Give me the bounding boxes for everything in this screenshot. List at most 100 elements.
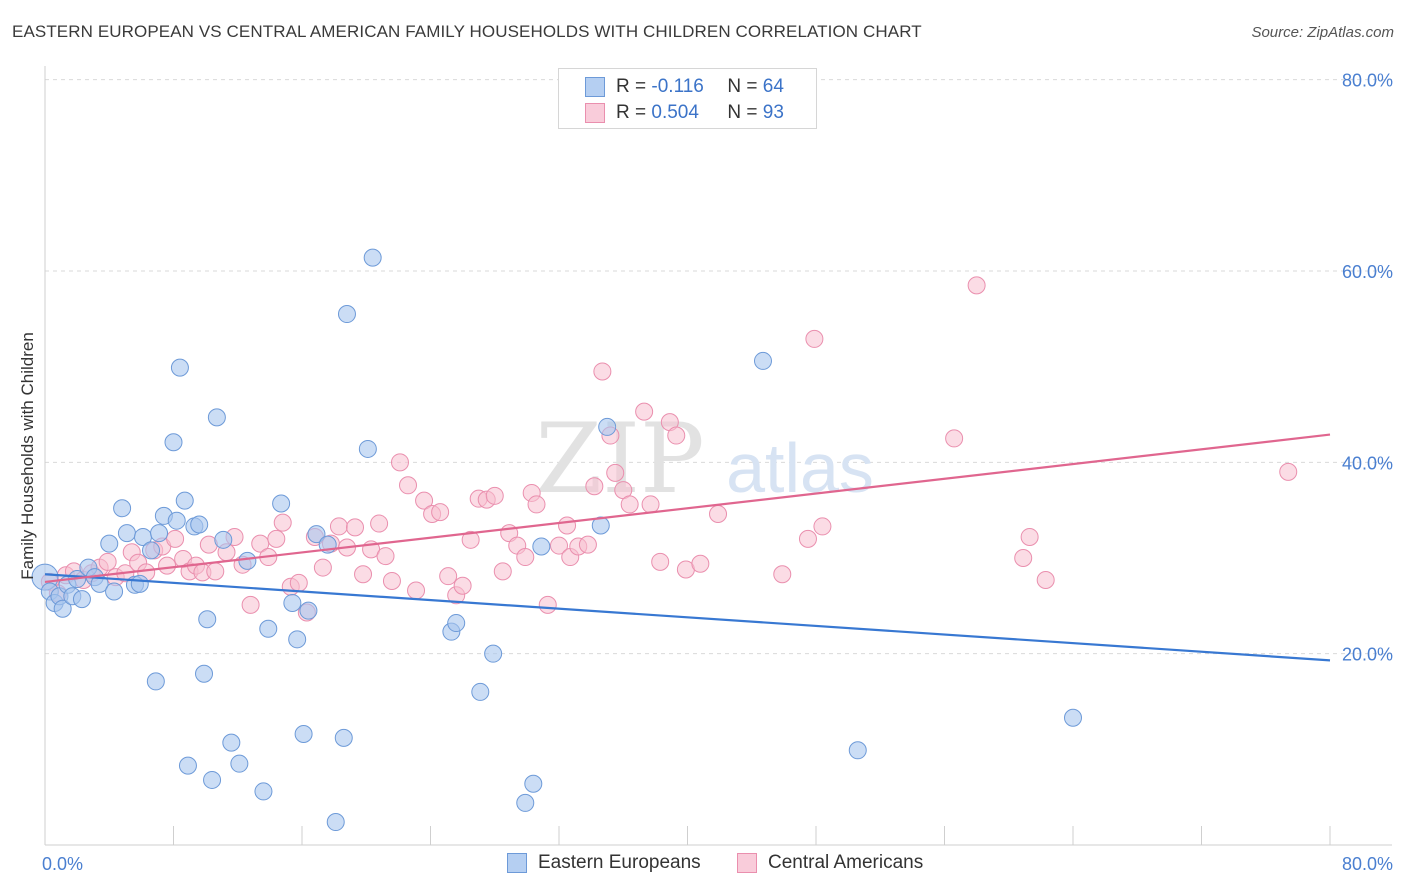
data-point-eastern-european	[150, 524, 169, 543]
data-point-central-american	[98, 552, 117, 571]
legend-eastern-europeans: Eastern Europeans	[507, 852, 701, 874]
legend-central-americans: Central Americans	[737, 852, 923, 874]
data-point-eastern-european	[230, 754, 249, 773]
data-point-central-american	[691, 554, 710, 573]
data-point-central-american	[945, 429, 964, 448]
data-point-eastern-european	[214, 530, 233, 549]
data-point-central-american	[415, 491, 434, 510]
data-point-eastern-european	[175, 491, 194, 510]
data-point-eastern-european	[358, 439, 377, 458]
data-point-central-american	[376, 547, 395, 566]
eastern-europeans-points	[31, 248, 1082, 832]
data-point-eastern-european	[288, 630, 307, 649]
trend-line-eastern-europeans	[44, 573, 1331, 662]
data-point-central-american	[346, 518, 365, 537]
data-point-central-american	[390, 453, 409, 472]
data-point-central-american	[1279, 462, 1298, 481]
data-point-eastern-european	[170, 358, 189, 377]
data-point-central-american	[453, 576, 472, 595]
data-point-central-american	[273, 513, 292, 532]
data-point-eastern-european	[146, 672, 165, 691]
gridlines	[45, 79, 1392, 655]
data-point-central-american	[267, 529, 286, 548]
y-axis-label: Family Households with Children	[18, 332, 37, 580]
y-tick-label: 60.0%	[1342, 262, 1393, 282]
data-point-eastern-european	[72, 590, 91, 609]
tick-labels: 20.0% 40.0% 60.0% 80.0% 0.0% 80.0%	[42, 71, 1393, 874]
data-point-central-american	[1020, 527, 1039, 546]
central-americans-points	[40, 276, 1298, 622]
data-point-central-american	[241, 595, 260, 614]
data-point-central-american	[1014, 549, 1033, 567]
data-point-central-american	[382, 571, 401, 590]
data-point-central-american	[289, 573, 308, 592]
data-point-eastern-european	[294, 725, 313, 744]
x-tick-label: 80.0%	[1342, 854, 1393, 874]
data-point-eastern-european	[238, 551, 257, 570]
data-point-eastern-european	[178, 756, 197, 775]
x-tick-label: 0.0%	[42, 854, 83, 874]
data-point-central-american	[431, 503, 450, 522]
blue-swatch	[507, 853, 527, 873]
data-point-eastern-european	[117, 524, 136, 543]
legend-label: Central Americans	[768, 852, 924, 873]
data-point-central-american	[166, 529, 185, 548]
data-point-central-american	[313, 558, 332, 577]
data-point-eastern-european	[167, 511, 186, 530]
data-point-central-american	[354, 565, 373, 584]
r-value: -0.116	[651, 76, 704, 97]
axes	[44, 66, 1392, 846]
data-point-eastern-european	[100, 534, 119, 553]
data-point-eastern-european	[222, 733, 241, 752]
data-point-eastern-european	[164, 433, 183, 452]
data-point-central-american	[606, 463, 625, 482]
data-point-central-american	[399, 476, 418, 495]
data-point-eastern-european	[283, 593, 302, 612]
chart-title: EASTERN EUROPEAN VS CENTRAL AMERICAN FAM…	[12, 22, 922, 41]
y-tick-label: 20.0%	[1342, 645, 1393, 665]
data-point-central-american	[1036, 571, 1055, 590]
data-point-eastern-european	[254, 782, 273, 801]
data-point-central-american	[485, 486, 504, 505]
data-point-central-american	[773, 565, 792, 584]
data-point-eastern-european	[113, 499, 132, 518]
data-point-central-american	[635, 402, 654, 421]
data-point-central-american	[527, 495, 546, 514]
n-value: 64	[762, 76, 784, 97]
data-point-eastern-european	[299, 601, 318, 620]
blue-swatch	[585, 77, 605, 97]
data-point-eastern-european	[142, 541, 161, 560]
data-point-eastern-european	[337, 305, 356, 324]
data-point-eastern-european	[753, 351, 772, 370]
data-point-eastern-european	[334, 728, 353, 747]
data-point-central-american	[439, 567, 458, 586]
y-tick-label: 40.0%	[1342, 453, 1393, 473]
data-point-eastern-european	[259, 619, 278, 638]
data-point-central-american	[798, 529, 817, 548]
r-value: 0.504	[651, 102, 699, 123]
trend-lines	[44, 433, 1331, 662]
legend-row-central: R = 0.504 N = 93	[585, 101, 784, 125]
pink-swatch	[585, 103, 605, 123]
n-label: N =	[727, 102, 758, 123]
data-point-central-american	[370, 514, 389, 533]
watermark-atlas: atlas	[726, 429, 874, 507]
data-point-central-american	[538, 595, 557, 614]
data-point-central-american	[329, 517, 348, 536]
data-point-central-american	[620, 495, 639, 514]
source-label: Source: ZipAtlas.com	[1251, 24, 1394, 41]
data-point-eastern-european	[1064, 708, 1082, 727]
data-point-central-american	[667, 426, 686, 445]
data-point-eastern-european	[484, 644, 503, 663]
data-point-eastern-european	[105, 582, 124, 601]
zipatlas-watermark: ZIP atlas	[535, 403, 874, 515]
data-point-eastern-european	[203, 770, 222, 789]
data-point-central-american	[558, 516, 577, 535]
data-point-eastern-european	[598, 417, 617, 436]
data-point-eastern-european	[195, 664, 214, 683]
data-point-central-american	[709, 504, 728, 523]
data-point-eastern-european	[53, 599, 72, 618]
data-point-central-american	[967, 276, 986, 295]
data-point-central-american	[805, 329, 824, 348]
legend-row-eastern: R = -0.116 N = 64	[585, 75, 784, 99]
